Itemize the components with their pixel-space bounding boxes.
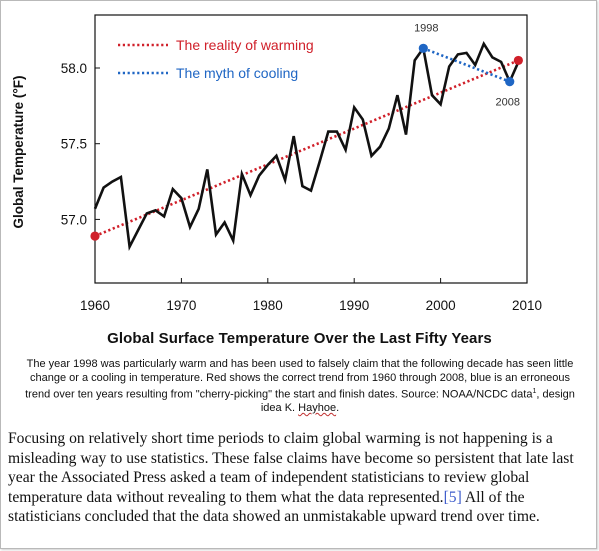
temperature-series-line <box>93 40 520 252</box>
annotation-1998: 1998 <box>414 22 438 34</box>
legend-warming-label: The reality of warming <box>176 37 314 53</box>
annotation-2008: 2008 <box>495 97 519 109</box>
chart-title: Global Surface Temperature Over the Last… <box>107 330 492 347</box>
caption-footnote: 1 <box>532 388 537 395</box>
temperature-chart: 1960 1970 1980 1990 2000 2010 57.0 57.5 58.0 Glob… <box>11 14 542 313</box>
paragraph-text: Focusing on relatively short time period… <box>8 430 574 506</box>
article-paragraph: Focusing on relatively short time period… <box>8 429 593 527</box>
plot-frame <box>94 14 528 284</box>
caption-text: The year 1998 was particularly warm and … <box>25 358 574 401</box>
caption-author: Hayhoe <box>298 402 337 415</box>
y-tick-label: 57.0 <box>61 212 87 227</box>
cooling-end-point <box>505 77 515 87</box>
legend-cooling-label: The myth of cooling <box>176 65 298 81</box>
caption-tail: , design idea K. <box>260 388 575 415</box>
x-tick-label: 1960 <box>80 298 110 313</box>
warming-end-point <box>513 55 523 66</box>
warming-start-point <box>90 231 100 241</box>
x-tick-label: 1970 <box>166 298 196 313</box>
x-tick-label: 1990 <box>339 298 369 313</box>
x-tick-label: 1980 <box>253 298 283 313</box>
figure-caption: The year 1998 was particularly warm and … <box>22 358 578 416</box>
paragraph-tail: All of the statisticians concluded that … <box>8 488 540 526</box>
x-tick-label: 2000 <box>426 298 456 313</box>
caption-end: . <box>336 402 340 415</box>
warming-trend-line <box>94 59 519 238</box>
y-axis-label: Global Temperature (°F) <box>11 76 26 229</box>
x-tick-label: 2010 <box>512 298 542 313</box>
y-tick-label: 57.5 <box>61 137 87 152</box>
reference-link[interactable]: [5] <box>443 488 462 506</box>
cooling-myth-line <box>422 47 511 83</box>
cooling-start-point <box>418 43 428 53</box>
y-tick-label: 58.0 <box>61 61 87 76</box>
